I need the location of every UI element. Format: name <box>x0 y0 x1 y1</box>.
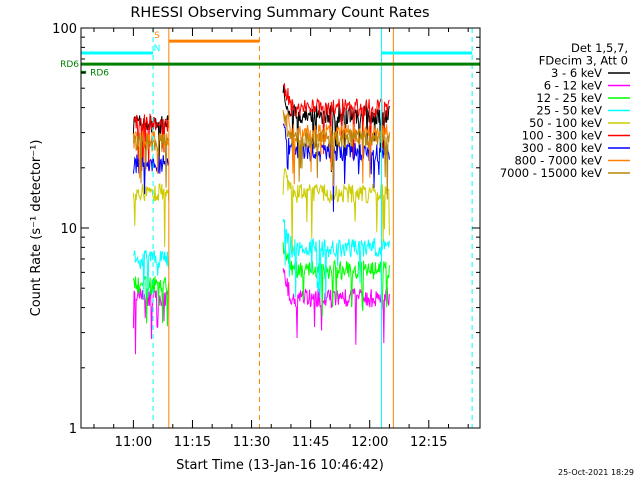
flag-label-3: N <box>154 44 161 54</box>
x-tick-label-3: 11:30 <box>233 435 270 450</box>
chart-title: RHESSI Observing Summary Count Rates <box>130 5 429 21</box>
y-tick-label-1: 1 <box>69 422 77 437</box>
legend-label-3: 12 - 25 keV <box>536 91 602 105</box>
legend-label-1: 3 - 6 keV <box>551 66 602 80</box>
flag-label-2: RD6 <box>90 68 109 78</box>
series-trace-3-segment-2 <box>282 242 390 317</box>
legend-label-7: 300 - 800 keV <box>522 141 602 155</box>
series-trace-4-segment-1 <box>132 249 170 300</box>
series-trace-6-segment-1 <box>133 113 170 172</box>
series-trace-5-segment-1 <box>132 182 170 248</box>
x-axis-label: Start Time (13-Jan-16 10:46:42) <box>176 458 384 473</box>
plot-data-layer <box>132 83 390 355</box>
y-tick-label-3: 100 <box>52 22 77 37</box>
x-tick-label-5: 12:00 <box>351 435 388 450</box>
vertical-markers-layer <box>80 28 473 428</box>
flag-label-5: S <box>154 31 160 41</box>
series-trace-1-segment-2 <box>282 85 390 173</box>
y-tick-label-2: 10 <box>60 222 77 237</box>
generation-timestamp: 25-Oct-2021 18:29 <box>558 468 634 477</box>
x-tick-label-1: 11:00 <box>115 435 152 450</box>
legend-label-2: 6 - 12 keV <box>544 79 602 93</box>
series-trace-7-segment-1 <box>132 154 170 195</box>
legend-header-1: Det 1,5,7, <box>571 41 628 55</box>
series-trace-9-segment-1 <box>132 132 170 188</box>
series-trace-6-segment-2 <box>282 83 390 166</box>
series-trace-2-segment-1 <box>132 288 170 355</box>
legend-label-8: 800 - 7000 keV <box>514 154 602 168</box>
flag-label-1: RD6 <box>60 60 79 70</box>
plot-frame <box>80 27 481 429</box>
series-trace-9-segment-2 <box>282 111 390 200</box>
legend-header-2: FDecim 3, Att 0 <box>539 54 628 68</box>
legend-label-4: 25 - 50 keV <box>536 104 602 118</box>
legend-label-5: 50 - 100 keV <box>529 116 602 130</box>
x-tick-label-4: 11:45 <box>292 435 329 450</box>
series-trace-4-segment-2 <box>282 219 390 300</box>
series-trace-3-segment-1 <box>132 276 170 327</box>
x-tick-label-6: 12:15 <box>410 435 447 450</box>
y-axis-label: Count Rate (s⁻¹ detector⁻¹) <box>29 140 44 317</box>
series-trace-5-segment-2 <box>282 167 390 252</box>
axis-ticks-layer: 11:00 11:15 11:30 11:45 12:00 12:15 1 10 100 <box>52 22 480 450</box>
x-tick-label-2: 11:15 <box>174 435 211 450</box>
flag-bars-layer: RD6 RD6 NS <box>60 31 480 78</box>
legend-label-9: 7000 - 15000 keV <box>500 166 602 180</box>
legend-label-6: 100 - 300 keV <box>522 129 602 143</box>
